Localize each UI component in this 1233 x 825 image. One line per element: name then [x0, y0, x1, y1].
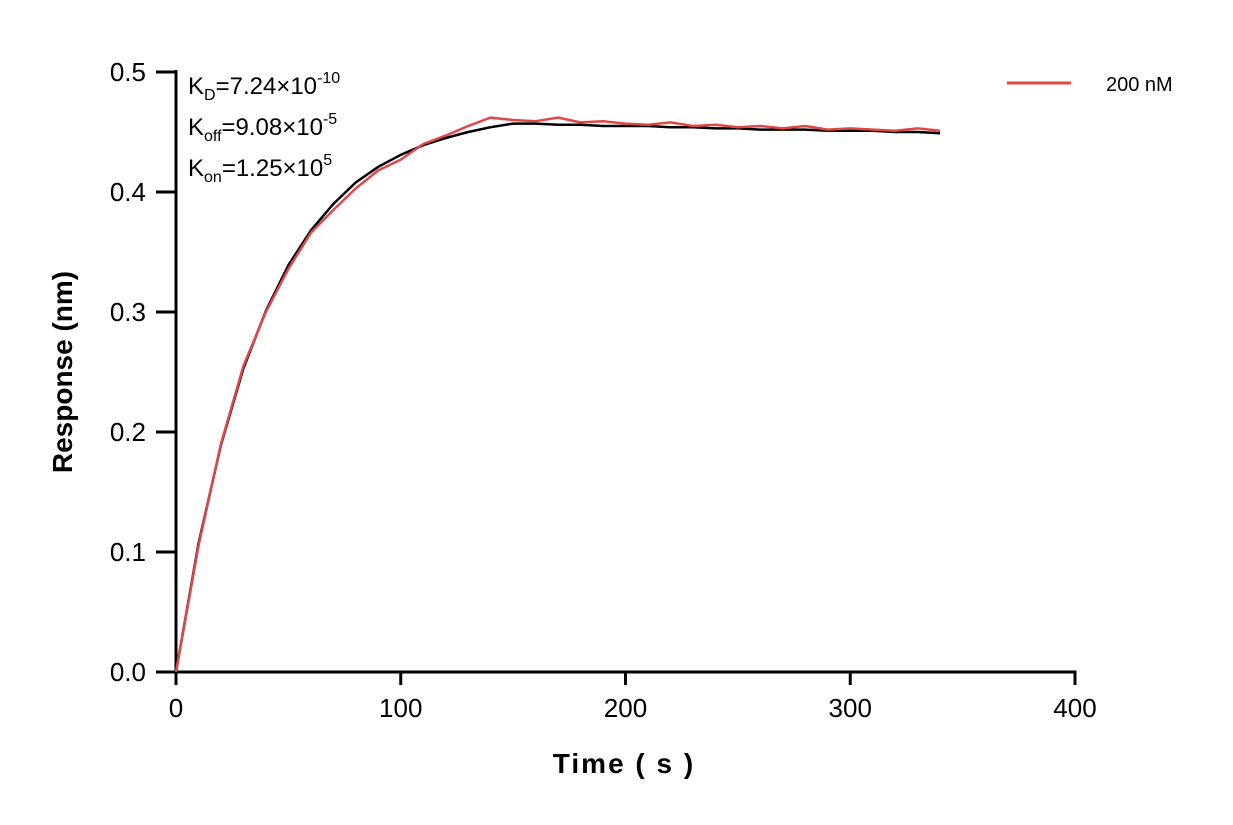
y-tick-label: 0.2 [110, 417, 146, 447]
legend-label-200nm: 200 nM [1106, 74, 1173, 96]
axes: 0 100 200 300 400 0.0 0.1 0.2 0.3 0.4 0.5 [110, 57, 1097, 723]
legend: 200 nM [1007, 74, 1173, 96]
y-tick-label: 0.3 [110, 297, 146, 327]
x-axis-title: Time ( s ) [553, 748, 695, 779]
series-line-200nm [174, 116, 941, 673]
series-layer [174, 116, 941, 673]
y-tick-label: 0.0 [110, 657, 146, 687]
kinetics-annotation: KD=7.24×10-10 Koff=9.08×10-5 Kon=1.25×10… [188, 70, 340, 186]
x-tick-label: 300 [829, 693, 872, 723]
y-tick-label: 0.4 [110, 177, 146, 207]
y-axis-title: Response (nm) [47, 271, 78, 473]
x-tick-label: 100 [379, 693, 422, 723]
fit-line [174, 122, 941, 673]
x-tick-label: 0 [169, 693, 183, 723]
x-tick-label: 200 [604, 693, 647, 723]
y-tick-label: 0.5 [110, 57, 146, 87]
x-tick-label: 400 [1053, 693, 1096, 723]
annotation-koff: Koff=9.08×10-5 [188, 111, 337, 145]
annotation-kd: KD=7.24×10-10 [188, 70, 340, 104]
y-tick-label: 0.1 [110, 537, 146, 567]
annotation-kon: Kon=1.25×105 [188, 152, 332, 186]
